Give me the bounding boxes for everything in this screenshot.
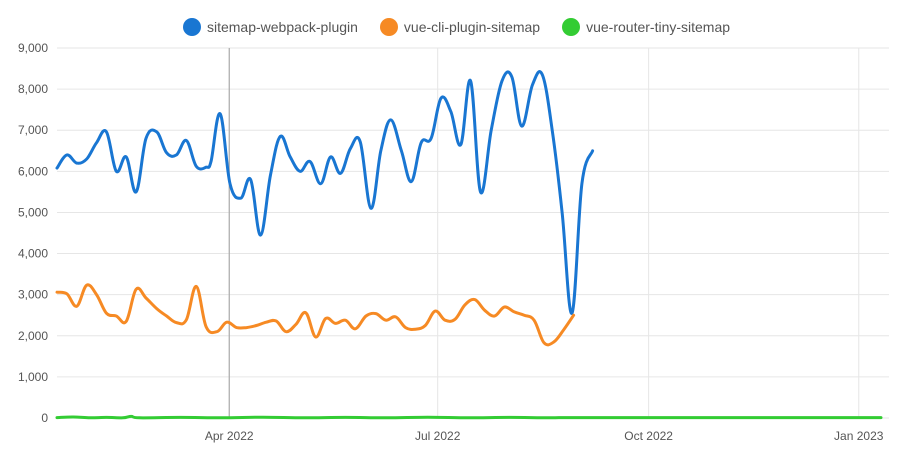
series-line-vue-router-tiny-sitemap: [55, 414, 883, 420]
y-tick-label: 0: [41, 411, 48, 425]
y-tick-label: 1,000: [18, 370, 48, 384]
legend-item-sitemap-webpack-plugin[interactable]: sitemap-webpack-plugin: [182, 18, 358, 36]
y-tick-label: 9,000: [18, 41, 48, 55]
y-tick-label: 8,000: [18, 82, 48, 96]
series-line-vue-cli-plugin-sitemap: [55, 283, 576, 347]
legend-swatch-icon: [562, 18, 581, 36]
x-tick-label: Oct 2022: [624, 429, 673, 443]
legend-item-vue-router-tiny-sitemap[interactable]: vue-router-tiny-sitemap: [562, 18, 730, 36]
y-tick-label: 6,000: [18, 164, 48, 178]
legend-label: vue-router-tiny-sitemap: [586, 19, 731, 35]
x-tick-label: Jan 2023: [834, 429, 884, 443]
y-tick-label: 4,000: [18, 247, 48, 261]
x-tick-label: Apr 2022: [205, 429, 254, 443]
legend-swatch-icon: [182, 18, 201, 36]
x-tick-label: Jul 2022: [415, 429, 461, 443]
series-line-sitemap-webpack-plugin: [55, 70, 595, 315]
legend-label: vue-cli-plugin-sitemap: [403, 19, 541, 35]
y-tick-label: 5,000: [18, 205, 48, 219]
y-tick-label: 7,000: [18, 123, 48, 137]
legend-item-vue-cli-plugin-sitemap[interactable]: vue-cli-plugin-sitemap: [379, 18, 541, 36]
legend-swatch-icon: [379, 18, 398, 36]
y-tick-label: 3,000: [18, 288, 48, 302]
legend-label: sitemap-webpack-plugin: [206, 19, 358, 35]
chart-legend: sitemap-webpack-plugin vue-cli-plugin-si…: [0, 18, 913, 36]
y-tick-label: 2,000: [18, 329, 48, 343]
